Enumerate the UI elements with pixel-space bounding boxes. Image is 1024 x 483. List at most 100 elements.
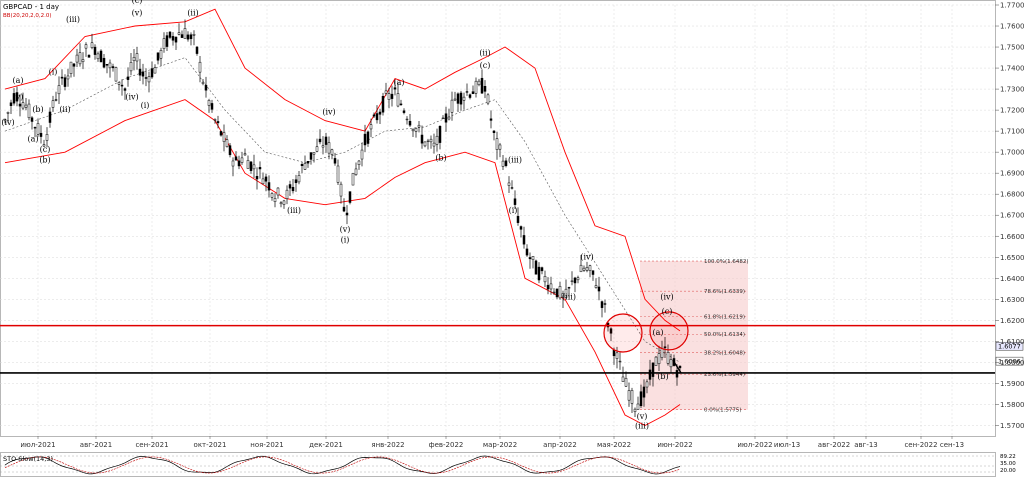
candle-body [324,136,328,145]
candle-body [144,77,148,79]
fib-level-label: 0.0%(1.5775) [704,408,742,414]
candle-body [399,103,403,105]
candle-body [312,152,316,155]
candle-body [138,68,142,76]
candle-body [150,68,154,78]
x-tick-label: июл-2022 [737,441,772,449]
candle-body [405,118,409,121]
candle-body [390,93,394,99]
candle-body [243,153,247,156]
wave-label: (b) [435,154,446,163]
y-tick-label: 1.5800 [1000,401,1024,409]
candle-body [483,86,487,92]
y-tick-label: 1.6100 [1000,338,1024,346]
wave-label: (ii) [59,105,70,114]
candle-body [678,365,682,369]
price-tag-label: 1.6077 [998,343,1021,351]
candle-body [123,88,127,91]
wave-label: (a) [12,76,23,85]
candle-body [411,129,415,132]
candle-body [102,57,106,68]
wave-label: (c) [662,307,673,316]
candle-body [579,264,583,273]
candle-body [12,93,16,104]
x-tick-label: сен-2021 [135,441,168,449]
candle-body [6,112,10,114]
candle-body [63,77,67,87]
candle-body [378,111,382,115]
candle-body [267,182,271,191]
candle-body [168,31,172,38]
x-tick-label: янв-2022 [371,441,404,449]
candle-body [384,90,388,94]
candle-body [318,138,322,143]
x-tick-label: авг-2021 [80,441,112,449]
x-tick-label: фев-2022 [429,441,464,449]
price-tag-label: 1.6006 [998,358,1021,366]
forecast-arrow [672,359,682,374]
candle-body [534,260,538,275]
candle-body [36,123,40,135]
bollinger-lower-line [4,99,681,427]
y-tick-label: 1.7500 [1000,44,1024,52]
candle-body [540,267,544,272]
price-tag-box [995,341,1024,351]
candle-body [675,370,679,378]
candle-body [207,100,211,106]
candle-body [261,178,265,185]
candle-body [165,35,169,47]
fib-level-label: 100.0%(1.6482) [704,259,749,265]
candle-body [339,183,343,197]
candle-body [639,391,643,407]
candle-body [42,144,46,147]
candle-body [105,63,109,66]
candle-body [60,76,64,79]
candle-body [15,92,19,102]
candle-body [501,160,505,167]
candle-body [567,287,571,289]
wave-label: (iv) [1,118,14,127]
wave-label: (c) [40,145,51,154]
wave-label: (i) [341,236,350,245]
wave-label: (iv) [125,93,138,102]
candle-body [315,146,319,152]
x-tick-label: дек-2021 [309,441,343,449]
candle-body [336,165,340,183]
candle-body [171,36,175,41]
y-tick-label: 1.6700 [1000,212,1024,220]
candle-body [417,124,421,128]
candle-body [273,198,277,202]
candle-body [351,172,355,186]
candle-body [504,160,508,166]
candle-body [615,352,619,359]
candle-body [447,116,451,120]
candle-body [621,376,625,382]
candle-body [522,235,526,245]
wave-label: (i) [141,101,150,110]
wave-label: (a) [27,135,38,144]
x-tick-label: окт-2021 [194,441,227,449]
candle-body [51,100,55,108]
candle-body [333,158,337,164]
wave-label: (ii) [187,9,198,18]
candle-body [450,99,454,113]
candle-body [3,119,7,122]
y-tick-label: 1.7600 [1000,23,1024,31]
stoch-k-line [4,455,681,475]
candle-body [543,276,547,283]
stoch-scale-mid2: 20.00 [1000,468,1016,474]
candle-body [402,110,406,113]
candle-body [93,46,97,55]
y-tick-label: 1.6400 [1000,275,1024,283]
candle-body [513,198,517,205]
candle-body [549,283,553,290]
candle-body [474,80,478,94]
candle-body [564,288,568,298]
candle-body [393,87,397,90]
wave-label: (v) [13,93,24,102]
y-tick-label: 1.6600 [1000,233,1024,241]
price-candles [3,19,682,418]
candle-body [57,85,61,95]
fib-zone-rect [640,261,748,410]
